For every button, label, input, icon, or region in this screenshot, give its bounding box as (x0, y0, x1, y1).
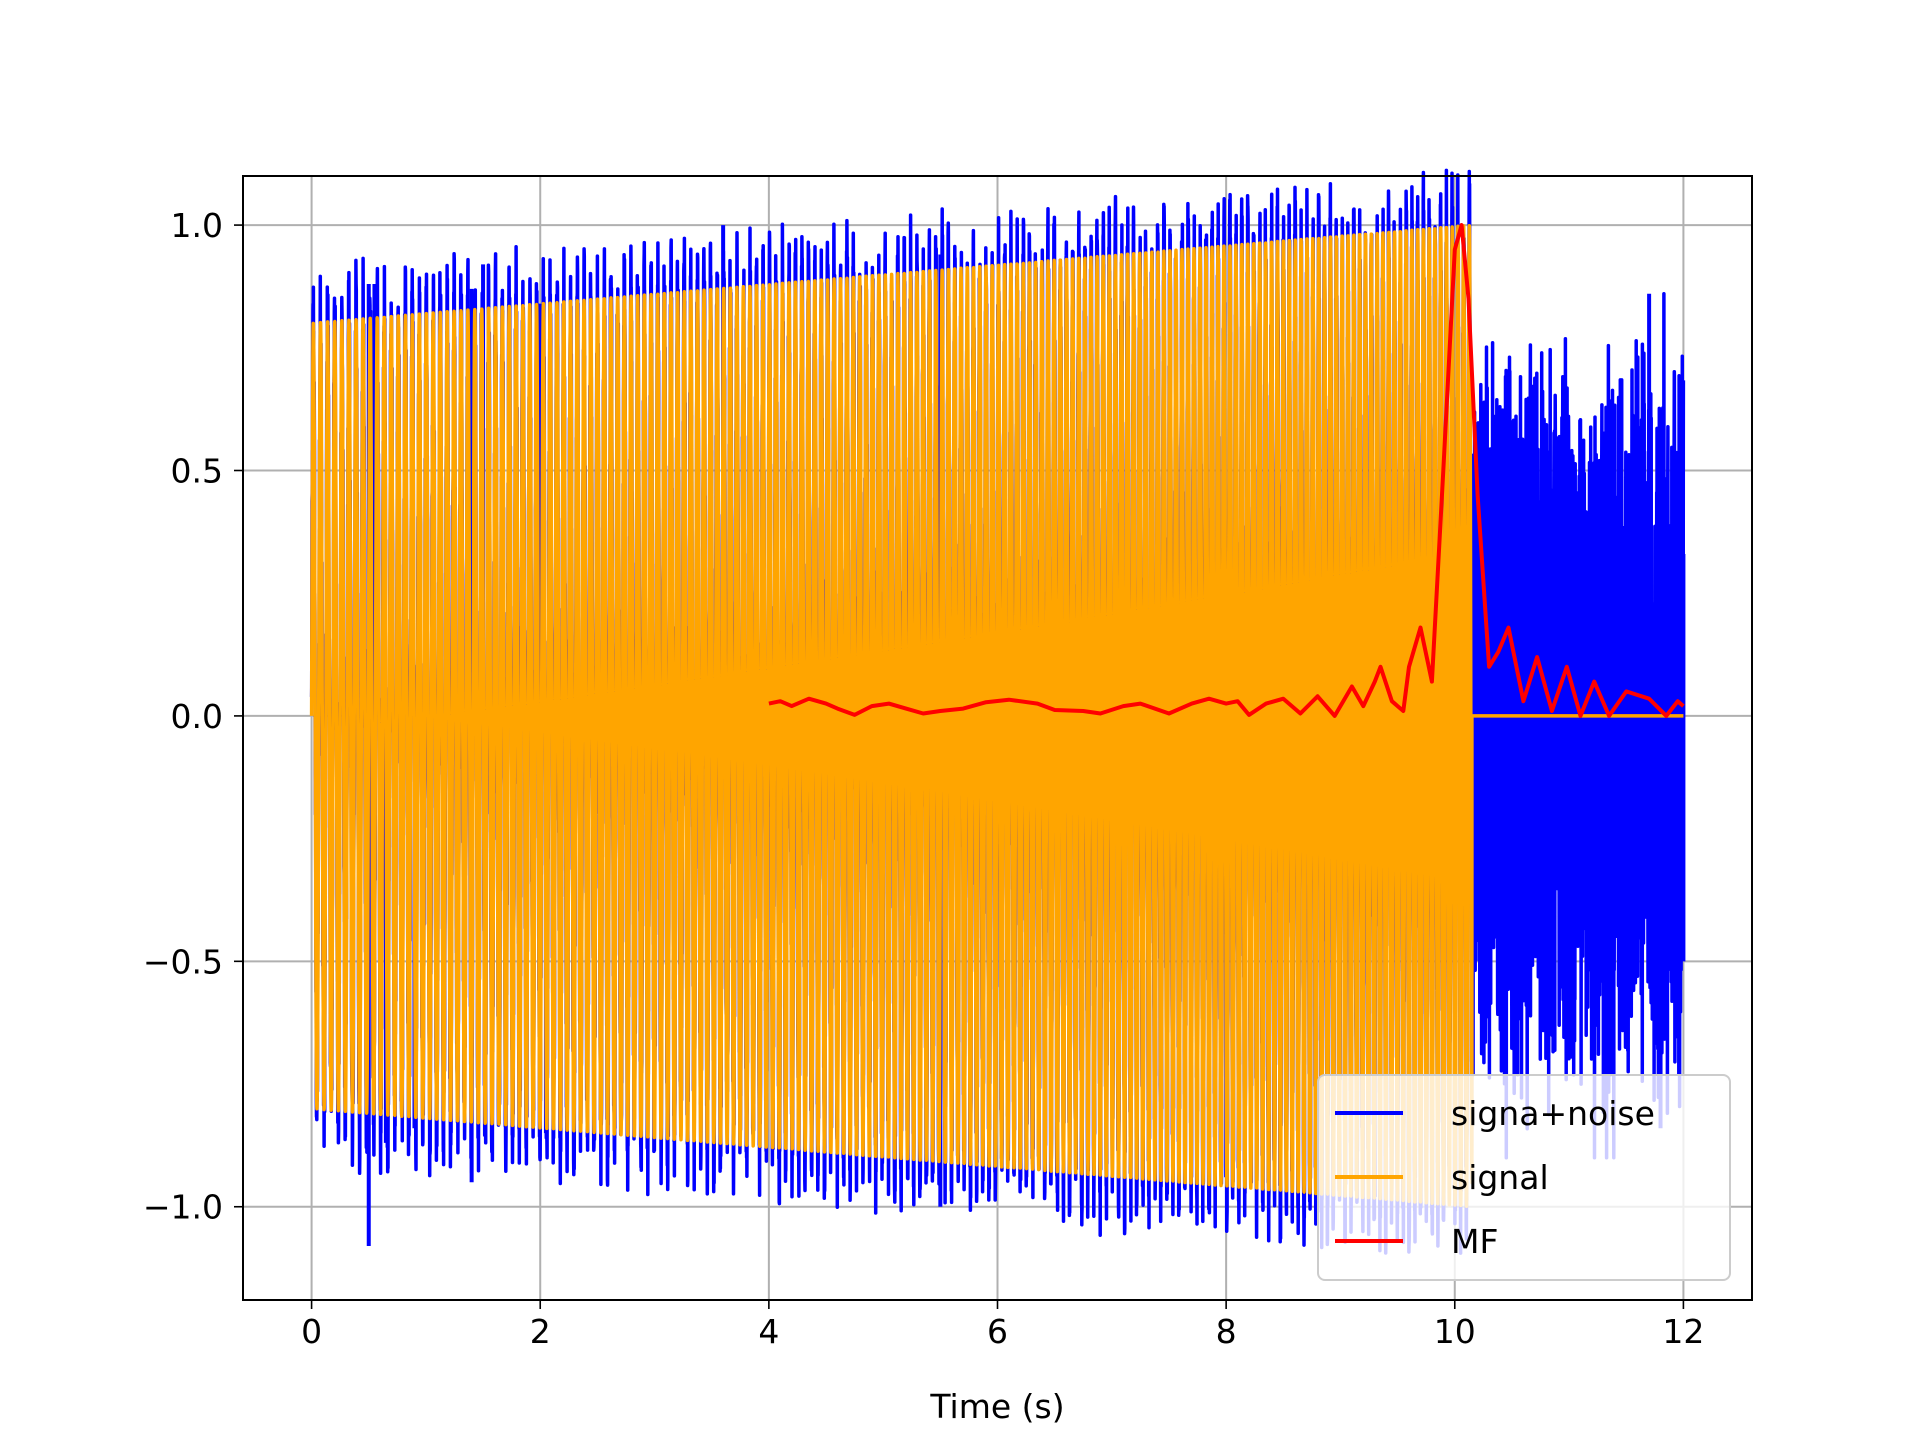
legend: signa+noise signal MF (1317, 1074, 1731, 1281)
x-tick-label: 12 (1662, 1312, 1704, 1351)
x-tick-label: 2 (530, 1312, 551, 1351)
y-tick-label: 0.0 (171, 697, 223, 736)
legend-label: MF (1451, 1222, 1498, 1261)
series-line-signal (309, 223, 1684, 1208)
axis-ticks: 0 2 4 6 8 10 12 −1.0 −0.5 0.0 0.5 1.0 (143, 206, 1705, 1351)
legend-label: signal (1451, 1158, 1549, 1197)
x-tick-label: 10 (1434, 1312, 1476, 1351)
series-line-mf (768, 223, 1685, 718)
x-axis-label: Time (s) (929, 1387, 1064, 1426)
y-tick-label: 1.0 (171, 206, 223, 245)
x-tick-label: 4 (758, 1312, 779, 1351)
x-tick-label: 6 (987, 1312, 1008, 1351)
y-tick-label: −0.5 (143, 942, 223, 981)
legend-box (1317, 1074, 1731, 1281)
legend-label: signa+noise (1451, 1094, 1655, 1133)
y-tick-label: −1.0 (143, 1188, 223, 1227)
x-tick-label: 8 (1216, 1312, 1237, 1351)
y-tick-label: 0.5 (171, 451, 223, 490)
x-tick-label: 0 (301, 1312, 322, 1351)
